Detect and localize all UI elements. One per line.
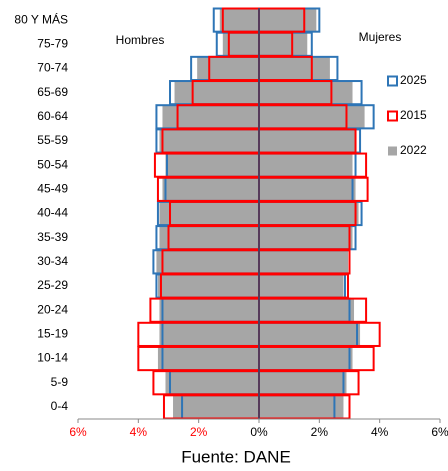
bar xyxy=(165,371,259,394)
bar xyxy=(159,202,259,225)
bar xyxy=(222,33,259,56)
bar xyxy=(259,274,344,298)
x-tick-label: 6% xyxy=(431,425,448,439)
bar xyxy=(156,250,259,273)
y-tick-label: 10-14 xyxy=(37,351,68,365)
bar xyxy=(157,274,259,298)
left-label: Hombres xyxy=(116,33,165,47)
x-tick-label: 2% xyxy=(190,425,208,439)
bar xyxy=(173,395,259,418)
y-tick-label: 45-49 xyxy=(37,181,68,195)
bar xyxy=(259,57,330,80)
bar xyxy=(259,105,365,128)
bar xyxy=(219,9,259,32)
y-tick-label: 70-74 xyxy=(37,61,68,75)
bar xyxy=(259,9,317,32)
bar xyxy=(259,250,348,273)
y-tick-label: 15-19 xyxy=(37,327,68,341)
source: Fuente: DANE xyxy=(181,447,291,466)
bar xyxy=(197,57,259,80)
bar xyxy=(259,129,356,153)
legend-label: 2025 xyxy=(400,73,427,87)
y-tick-label: 20-24 xyxy=(37,302,68,316)
y-tick-label: 65-69 xyxy=(37,85,68,99)
x-tick-label: 0% xyxy=(250,425,268,439)
y-tick-label: 50-54 xyxy=(37,157,68,171)
bar xyxy=(259,299,355,322)
legend-swatch xyxy=(387,110,398,122)
bar xyxy=(174,81,259,104)
y-tick-label: 5-9 xyxy=(51,375,69,389)
y-tick-label: 75-79 xyxy=(37,36,68,50)
bar xyxy=(165,154,259,177)
right-label: Mujeres xyxy=(359,30,402,44)
y-tick-label: 25-29 xyxy=(37,278,68,292)
bar xyxy=(159,299,259,322)
legend-label: 2015 xyxy=(400,108,427,122)
y-tick-label: 55-59 xyxy=(37,133,68,147)
bar xyxy=(162,178,259,201)
bar xyxy=(259,202,359,225)
y-tick-label: 30-34 xyxy=(37,254,68,268)
y-tick-label: 0-4 xyxy=(51,399,69,413)
bar xyxy=(259,347,353,370)
y-tick-label: 35-39 xyxy=(37,230,68,244)
bar xyxy=(259,323,361,346)
x-tick-label: 2% xyxy=(311,425,329,439)
y-tick-label: 60-64 xyxy=(37,109,68,123)
legend-swatch xyxy=(387,75,398,87)
x-tick-label: 6% xyxy=(69,425,87,439)
x-tick-label: 4% xyxy=(130,425,148,439)
bar xyxy=(259,33,308,56)
bar xyxy=(259,81,353,104)
bar xyxy=(159,226,259,249)
bar xyxy=(159,323,259,346)
bar xyxy=(162,105,259,128)
bar xyxy=(157,347,259,370)
bar xyxy=(259,395,344,418)
legend-swatch xyxy=(388,146,397,156)
bar xyxy=(259,371,347,394)
bar xyxy=(259,226,353,249)
bar xyxy=(159,129,259,153)
bar xyxy=(259,178,356,201)
y-tick-label: 40-44 xyxy=(37,206,68,220)
x-tick-label: 4% xyxy=(371,425,389,439)
bar xyxy=(259,154,353,177)
y-tick-label: 80 Y MÁS xyxy=(14,11,68,26)
legend-label: 2022 xyxy=(400,143,427,157)
